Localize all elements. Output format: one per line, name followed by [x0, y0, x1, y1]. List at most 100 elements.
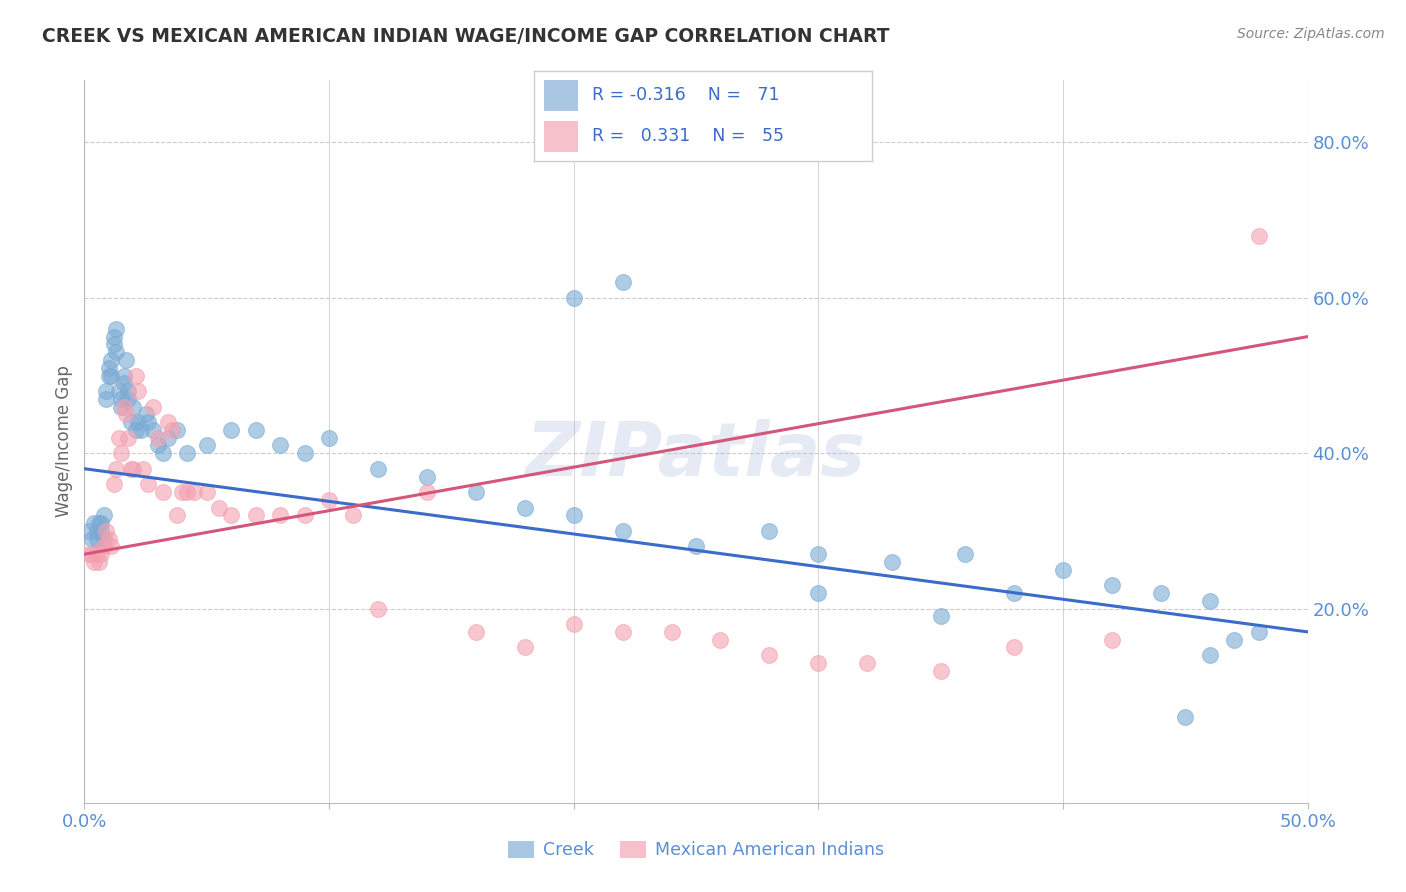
Point [612, 624, 634, 639]
Legend: Creek, Mexican American Indians: Creek, Mexican American Indians [502, 834, 890, 866]
Point [1002, 640, 1025, 655]
Point [1052, 563, 1074, 577]
Point [105, 461, 128, 475]
Point [90, 547, 112, 561]
Point [105, 322, 128, 336]
Point [1101, 578, 1123, 592]
Point [117, 384, 139, 398]
Point [90, 524, 112, 538]
Point [93, 508, 115, 523]
Point [96, 392, 118, 406]
Point [929, 664, 952, 678]
Point [107, 431, 129, 445]
Point [100, 368, 122, 383]
Point [97, 368, 120, 383]
Point [107, 384, 129, 398]
Point [127, 415, 149, 429]
Point [146, 431, 169, 445]
Text: Source: ZipAtlas.com: Source: ZipAtlas.com [1237, 27, 1385, 41]
Point [166, 508, 188, 523]
Point [125, 368, 148, 383]
Y-axis label: Wage/Income Gap: Wage/Income Gap [55, 366, 73, 517]
Point [83, 555, 105, 569]
Point [80, 532, 103, 546]
Point [117, 431, 139, 445]
Point [807, 586, 830, 600]
Point [219, 508, 242, 523]
Text: R =   0.331    N =   55: R = 0.331 N = 55 [592, 127, 783, 145]
Point [115, 408, 138, 422]
Point [758, 524, 780, 538]
Point [96, 524, 118, 538]
Point [110, 400, 132, 414]
Point [103, 329, 125, 343]
Point [166, 423, 188, 437]
Point [100, 540, 122, 554]
Point [122, 400, 145, 414]
Point [513, 640, 536, 655]
Point [176, 446, 198, 460]
Point [86, 547, 108, 561]
Point [112, 400, 135, 414]
Point [269, 438, 291, 452]
Point [183, 485, 205, 500]
Point [953, 547, 976, 561]
Point [122, 461, 145, 475]
Text: R = -0.316    N =   71: R = -0.316 N = 71 [592, 87, 779, 104]
Point [87, 555, 110, 569]
Point [96, 384, 118, 398]
Point [464, 624, 486, 639]
Text: ZIPatlas: ZIPatlas [526, 419, 866, 492]
Point [93, 532, 115, 546]
Point [156, 415, 179, 429]
Point [83, 516, 105, 530]
Point [612, 524, 634, 538]
Point [342, 508, 364, 523]
Point [110, 392, 132, 406]
Point [219, 423, 242, 437]
Point [1150, 586, 1173, 600]
Point [117, 392, 139, 406]
Point [132, 461, 155, 475]
FancyBboxPatch shape [544, 121, 578, 152]
Point [142, 400, 165, 414]
Point [685, 540, 707, 554]
Point [562, 508, 585, 523]
Point [208, 500, 231, 515]
Point [464, 485, 486, 500]
Point [77, 547, 100, 561]
Point [1174, 710, 1197, 724]
Point [152, 485, 174, 500]
Point [97, 532, 120, 546]
Point [93, 540, 115, 554]
Point [97, 360, 120, 375]
Point [172, 485, 194, 500]
Point [136, 477, 159, 491]
Point [127, 384, 149, 398]
Point [195, 485, 218, 500]
Point [162, 423, 184, 437]
Point [1247, 624, 1270, 639]
Point [115, 353, 138, 368]
Point [929, 609, 952, 624]
Point [156, 431, 179, 445]
Point [758, 648, 780, 663]
Point [120, 415, 142, 429]
Point [269, 508, 291, 523]
Point [513, 500, 536, 515]
Point [318, 492, 340, 507]
Point [661, 624, 683, 639]
Point [103, 477, 125, 491]
Point [807, 547, 830, 561]
Point [880, 555, 903, 569]
Point [112, 376, 135, 391]
Point [86, 532, 108, 546]
Point [129, 423, 152, 437]
Point [103, 337, 125, 351]
Point [100, 353, 122, 368]
Point [1002, 586, 1025, 600]
Point [120, 461, 142, 475]
FancyBboxPatch shape [544, 80, 578, 111]
Point [80, 547, 103, 561]
Point [245, 423, 267, 437]
